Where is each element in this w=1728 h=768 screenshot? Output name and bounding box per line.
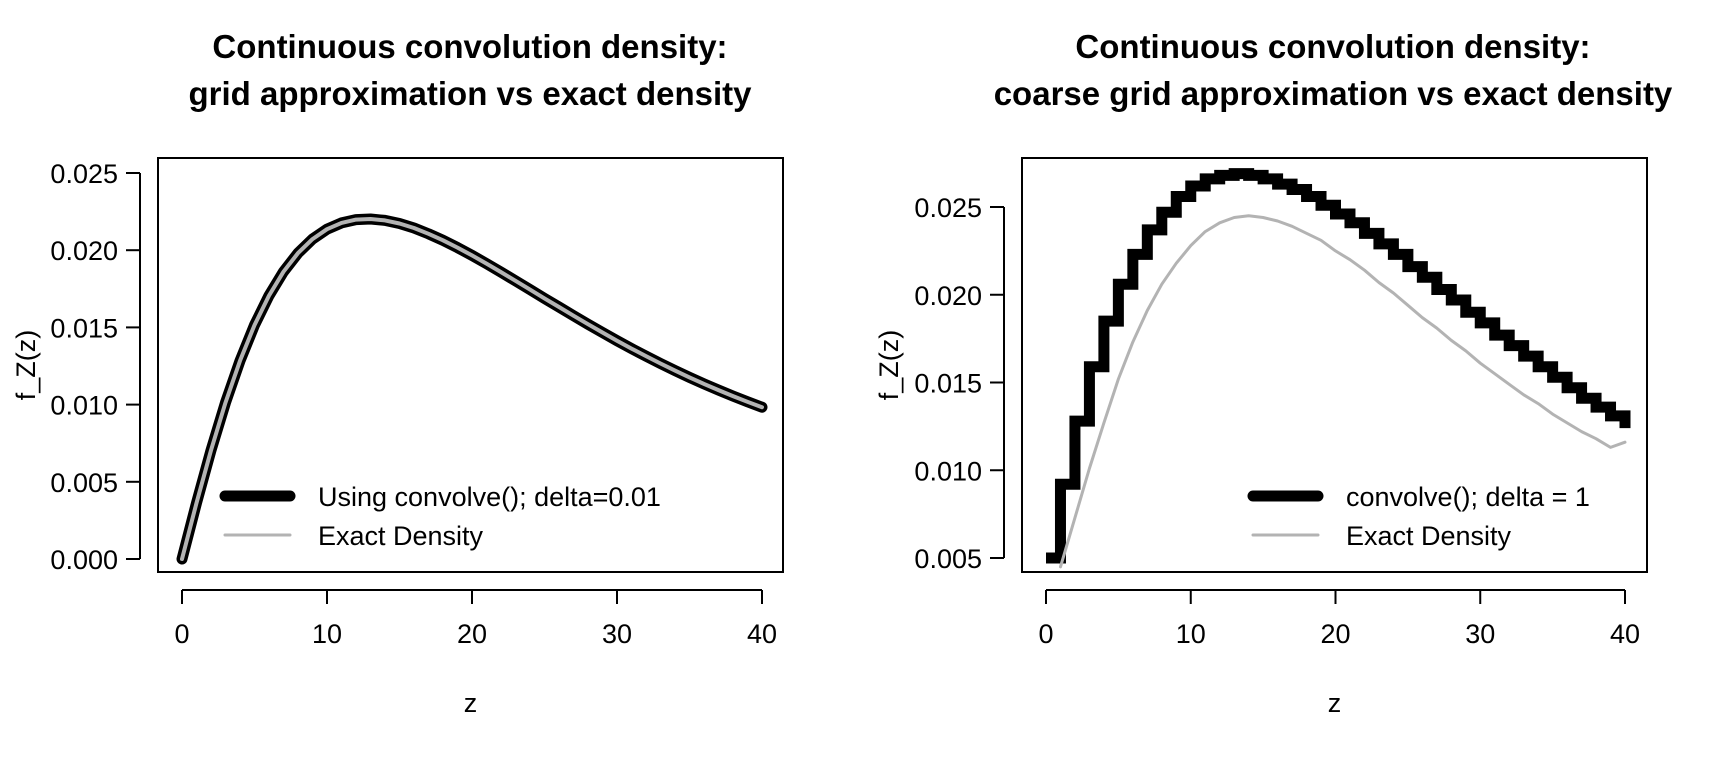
legend-label: Exact Density [318, 521, 484, 551]
x-tick-label: 30 [602, 619, 632, 649]
y-tick-label: 0.010 [50, 391, 118, 421]
left-chart-panel: Continuous convolution density: grid appr… [11, 28, 784, 718]
y-axis-label: f_Z(z) [874, 330, 904, 401]
x-tick-label: 20 [457, 619, 487, 649]
plot-frame [157, 157, 784, 573]
legend: Using convolve(); delta=0.01 Exact Densit… [219, 482, 661, 551]
x-tick-label: 10 [1176, 619, 1206, 649]
y-tick-label: 0.015 [914, 369, 982, 399]
y-tick-label: 0.020 [914, 281, 982, 311]
x-tick-label: 40 [747, 619, 777, 649]
chart-title-line-1: Continuous convolution density: [1075, 28, 1590, 65]
x-tick-label: 0 [174, 619, 189, 649]
series-line-exact-density [1059, 214, 1627, 569]
x-tick-label: 40 [1610, 619, 1640, 649]
chart-title-line-2: grid approximation vs exact density [189, 75, 753, 112]
right-chart-panel: Continuous convolution density: coarse gr… [874, 28, 1673, 718]
y-tick-label: 0.025 [914, 193, 982, 223]
plot-area [176, 213, 768, 565]
series-step-convolve [1046, 168, 1631, 564]
x-axis-label: z [464, 688, 478, 718]
y-tick-label: 0.005 [50, 468, 118, 498]
x-tick-label: 30 [1465, 619, 1495, 649]
legend-label: Using convolve(); delta=0.01 [318, 482, 661, 512]
x-tick-label: 20 [1320, 619, 1350, 649]
x-axis-label: z [1328, 688, 1342, 718]
y-tick-label: 0.010 [914, 456, 982, 486]
y-tick-label: 0.020 [50, 236, 118, 266]
legend-label: Exact Density [1346, 521, 1512, 551]
y-tick-label: 0.005 [914, 544, 982, 574]
legend: convolve(); delta = 1 Exact Density [1247, 482, 1590, 551]
x-tick-label: 10 [312, 619, 342, 649]
plot-frame [1021, 157, 1648, 573]
chart-title-line-1: Continuous convolution density: [212, 28, 727, 65]
y-axis-label: f_Z(z) [11, 330, 41, 401]
y-tick-label: 0.025 [50, 159, 118, 189]
legend-label: convolve(); delta = 1 [1346, 482, 1590, 512]
chart-title-line-2: coarse grid approximation vs exact densi… [994, 75, 1673, 112]
series-line-exact-density [180, 217, 764, 561]
y-tick-label: 0.015 [50, 313, 118, 343]
x-tick-label: 0 [1038, 619, 1053, 649]
y-tick-label: 0.000 [50, 545, 118, 575]
plot-area [1046, 168, 1631, 569]
